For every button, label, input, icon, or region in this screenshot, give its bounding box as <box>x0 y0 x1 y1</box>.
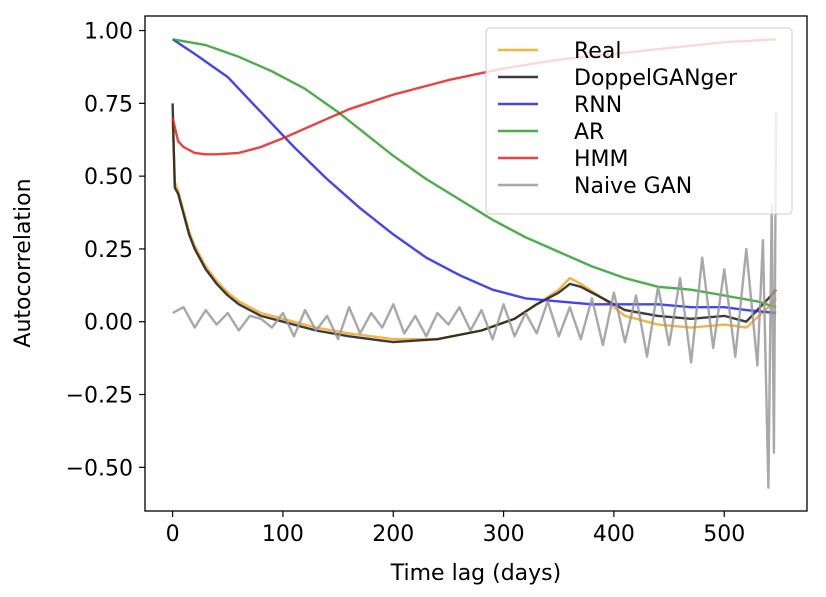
y-tick-label: 0.25 <box>84 238 133 263</box>
legend-label: AR <box>574 120 604 145</box>
x-axis: 0 100 200 300 400 500 <box>166 511 745 547</box>
y-tick-label: 0.50 <box>84 165 133 190</box>
x-tick-label: 300 <box>483 522 525 547</box>
legend-label: RNN <box>574 93 622 118</box>
plot-frame <box>144 15 808 512</box>
y-tick-label: 0.00 <box>84 311 133 336</box>
legend-label: Naive GAN <box>574 174 692 199</box>
legend-label: HMM <box>574 147 629 172</box>
series-line-5 <box>172 112 778 489</box>
legend-box <box>485 27 793 215</box>
x-axis-title: Time lag (days) <box>390 561 561 586</box>
series-line-3 <box>172 38 777 309</box>
y-tick-label: 0.75 <box>84 92 133 117</box>
x-tick-label: 200 <box>372 522 414 547</box>
y-tick-label: −0.50 <box>66 456 133 481</box>
y-tick-label: 1.00 <box>84 20 133 45</box>
series-line-2 <box>171 38 777 315</box>
y-axis: 1.00 0.75 0.50 0.25 0.00 −0.25 −0.50 <box>66 20 145 481</box>
x-tick-label: 400 <box>593 522 635 547</box>
y-tick-label: −0.25 <box>66 384 133 409</box>
y-axis-title: Autocorrelation <box>11 178 36 347</box>
legend-label: Real <box>574 39 621 64</box>
plot-lines <box>171 38 778 489</box>
x-tick-label: 500 <box>703 522 745 547</box>
x-tick-label: 100 <box>262 522 304 547</box>
x-tick-label: 0 <box>166 522 180 547</box>
legend-label: DoppelGANger <box>574 66 738 91</box>
